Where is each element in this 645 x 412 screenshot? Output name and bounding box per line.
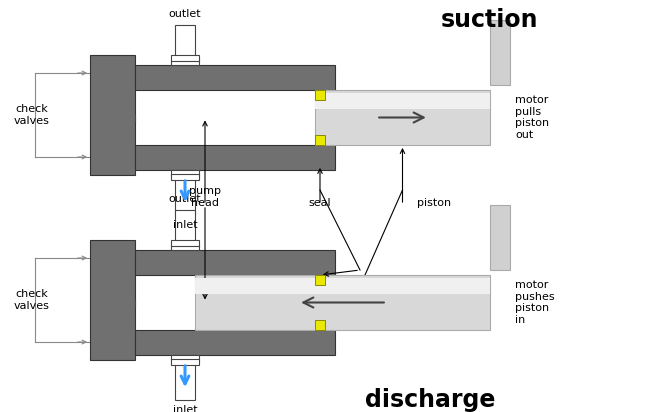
Bar <box>171 240 199 246</box>
Text: outlet: outlet <box>169 194 201 204</box>
Bar <box>171 174 199 180</box>
Bar <box>315 275 325 285</box>
Bar <box>315 90 325 100</box>
Bar <box>135 250 335 275</box>
Text: check
valves: check valves <box>14 289 50 311</box>
Bar <box>135 90 335 145</box>
Text: inlet: inlet <box>173 220 197 230</box>
Text: piston: piston <box>417 198 451 208</box>
Bar <box>90 240 135 360</box>
Bar <box>171 170 199 176</box>
Bar <box>135 145 335 170</box>
Text: motor
pushes
piston
in: motor pushes piston in <box>515 280 555 325</box>
Bar <box>135 275 335 330</box>
Bar <box>315 93 490 109</box>
Bar <box>175 355 195 400</box>
Bar <box>175 25 195 65</box>
Bar <box>171 244 199 250</box>
Text: suction: suction <box>441 8 539 32</box>
Bar <box>135 330 335 355</box>
Bar <box>135 65 335 90</box>
Text: inlet: inlet <box>173 405 197 412</box>
Text: check
valves: check valves <box>14 104 50 126</box>
Bar <box>315 320 325 330</box>
Text: seal: seal <box>309 198 332 208</box>
Bar <box>175 170 195 215</box>
Bar <box>195 275 490 330</box>
Bar <box>490 20 510 85</box>
Text: outlet: outlet <box>169 9 201 19</box>
Bar <box>171 59 199 65</box>
Bar <box>490 205 510 270</box>
Bar <box>195 278 490 294</box>
Text: pump
head: pump head <box>189 186 221 208</box>
Bar <box>171 355 199 361</box>
Bar <box>315 135 325 145</box>
Bar <box>90 55 135 175</box>
Bar <box>175 210 195 250</box>
Bar <box>171 55 199 61</box>
Text: discharge: discharge <box>365 388 495 412</box>
Text: motor
pulls
piston
out: motor pulls piston out <box>515 95 549 140</box>
Bar <box>315 90 490 145</box>
Bar <box>171 359 199 365</box>
